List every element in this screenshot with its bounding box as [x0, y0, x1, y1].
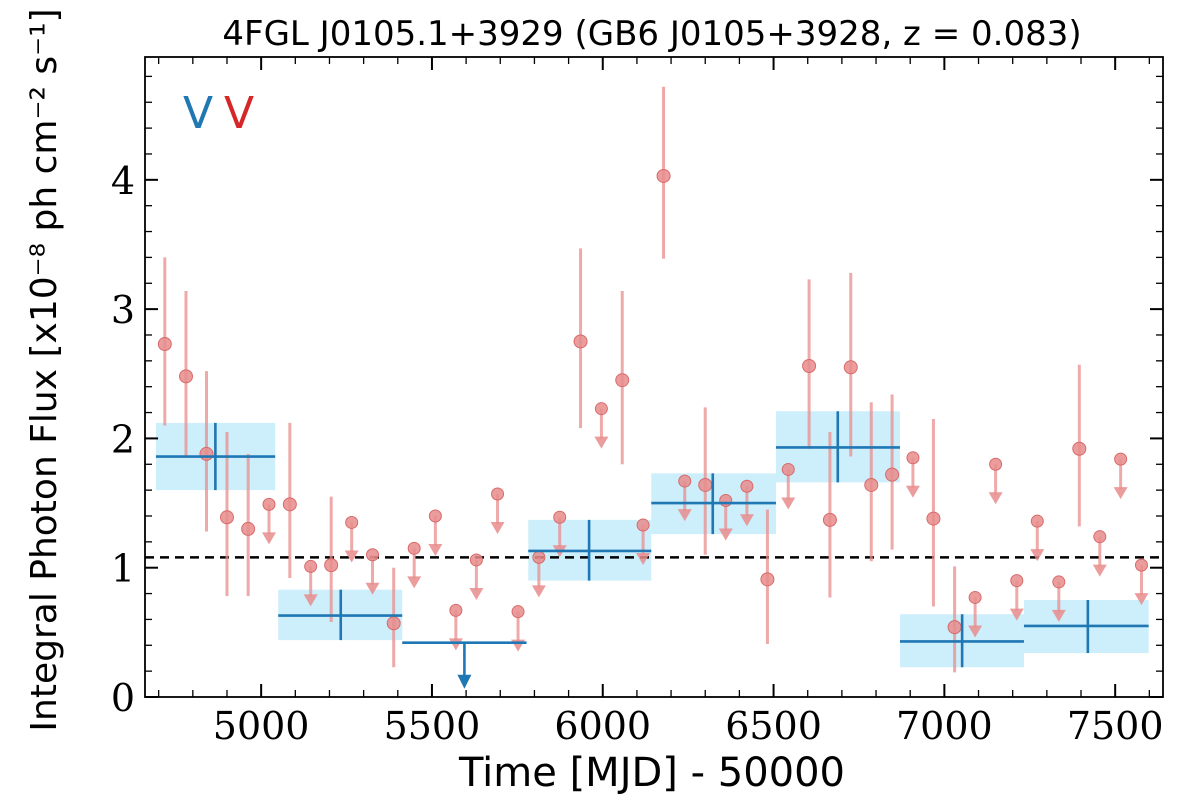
short-bin-limit-point-28	[740, 479, 754, 493]
short-bin-point-44	[1072, 441, 1087, 456]
short-bin-point-22	[615, 373, 630, 388]
x-tick-labels: 5000 5500 6000 6500 7000 7500	[213, 704, 1164, 748]
short-bin-limit-point-40	[989, 457, 1003, 471]
short-bin-limit-arrow-10	[365, 582, 380, 595]
short-bin-limit-arrow-12	[407, 576, 422, 589]
short-bin-limit-arrow-27	[718, 528, 733, 541]
short-bin-limit-point-18	[532, 550, 546, 564]
legend-marker-long-bins: V	[183, 88, 213, 139]
x-tick-label-1: 5500	[384, 704, 481, 748]
legend: V V	[183, 88, 254, 139]
y-tick-label-0: 0	[111, 676, 135, 720]
short-bin-limit-arrow-14	[448, 638, 463, 651]
y-axis-label: Integral Photon Flux [x10⁻⁸ ph cm⁻² s⁻¹]	[24, 8, 65, 731]
short-bin-point-2	[199, 446, 214, 461]
long-bin-points	[155, 411, 1149, 689]
short-bin-limit-arrow-47	[1134, 593, 1149, 606]
long-bin-limit-arrow-2	[457, 674, 472, 689]
short-bin-limit-point-46	[1114, 452, 1128, 466]
short-bin-limit-point-9	[345, 515, 359, 529]
short-bin-limit-point-15	[469, 553, 483, 567]
short-bin-limit-point-39	[968, 590, 982, 604]
short-bin-point-34	[864, 477, 879, 492]
short-bin-limit-point-19	[553, 510, 567, 524]
short-bin-limit-arrow-46	[1113, 487, 1128, 500]
short-bin-limit-point-23	[636, 518, 650, 532]
short-bin-limit-arrow-5	[262, 532, 277, 545]
short-bin-limit-arrow-25	[677, 509, 692, 522]
short-bin-point-29	[760, 572, 775, 587]
axis-ticks	[145, 57, 1163, 698]
short-bin-point-31	[802, 359, 817, 374]
short-bin-limit-arrow-30	[781, 497, 796, 510]
y-tick-label-1: 1	[111, 547, 135, 591]
short-bin-limit-arrow-39	[968, 625, 983, 638]
short-bin-limit-arrow-9	[344, 550, 359, 563]
short-bin-point-35	[885, 467, 900, 482]
short-bin-point-32	[822, 512, 837, 527]
short-bin-limit-arrow-21	[594, 436, 609, 449]
short-bin-limit-arrow-36	[905, 485, 920, 498]
short-bin-limit-arrow-40	[988, 492, 1003, 505]
short-bin-limit-point-27	[719, 493, 733, 507]
short-bin-limit-point-16	[491, 487, 505, 501]
short-bin-point-33	[843, 360, 858, 375]
short-bin-limit-point-14	[449, 603, 463, 617]
short-bin-limit-point-7	[304, 559, 318, 573]
legend-marker-short-bins: V	[224, 88, 254, 139]
y-tick-label-2: 2	[111, 417, 135, 461]
short-bin-limit-point-25	[678, 474, 692, 488]
plot-frame	[144, 56, 1164, 698]
x-tick-label-4: 7000	[896, 704, 993, 748]
x-tick-label-0: 5000	[213, 704, 310, 748]
x-tick-label-5: 7500	[1067, 704, 1164, 748]
y-tick-labels: 0 1 2 3 4	[111, 159, 135, 720]
short-bin-point-11	[386, 616, 401, 631]
short-bin-point-38	[947, 620, 962, 635]
short-bin-limit-arrow-16	[490, 522, 505, 535]
short-bin-limit-arrow-7	[303, 594, 318, 607]
short-bin-limit-point-21	[594, 402, 608, 416]
short-bin-point-24	[656, 168, 671, 183]
chart-title: 4FGL J0105.1+3929 (GB6 J0105+3928, z = 0…	[222, 14, 1081, 54]
short-bin-limit-arrow-18	[531, 585, 546, 598]
short-bin-points	[157, 86, 1149, 673]
short-bin-limit-point-41	[1010, 574, 1024, 588]
short-bin-limit-arrow-43	[1051, 609, 1066, 622]
short-bin-limit-point-12	[407, 541, 421, 555]
short-bin-limit-arrow-28	[739, 514, 754, 527]
short-bin-point-37	[926, 511, 941, 526]
short-bin-point-4	[241, 521, 256, 536]
short-bin-limit-point-45	[1093, 530, 1107, 544]
short-bin-limit-point-43	[1052, 575, 1066, 589]
long-bin-bands	[155, 411, 1149, 668]
short-bin-point-1	[178, 369, 193, 384]
short-bin-point-0	[157, 337, 172, 352]
short-bin-limit-point-13	[428, 509, 442, 523]
short-bin-limit-arrow-41	[1009, 608, 1024, 621]
short-bin-point-8	[324, 558, 339, 573]
short-bin-limit-arrow-13	[428, 543, 443, 556]
short-bin-point-3	[219, 510, 234, 525]
short-bin-limit-point-30	[781, 462, 795, 476]
short-bin-limit-arrow-23	[636, 553, 651, 566]
short-bin-point-26	[698, 477, 713, 492]
short-bin-limit-point-17	[511, 605, 525, 619]
y-tick-label-3: 3	[111, 288, 135, 332]
short-bin-limit-arrow-45	[1092, 564, 1107, 577]
short-bin-limit-point-10	[366, 548, 380, 562]
short-bin-limit-point-47	[1134, 558, 1148, 572]
short-bin-point-6	[282, 497, 297, 512]
short-bin-limit-point-5	[262, 497, 276, 511]
x-axis-label: Time [MJD] - 50000	[458, 750, 845, 796]
x-tick-label-2: 6000	[554, 704, 651, 748]
x-tick-label-3: 6500	[725, 704, 822, 748]
short-bin-limit-arrow-42	[1030, 549, 1045, 562]
short-bin-limit-point-36	[906, 451, 920, 465]
y-tick-label-4: 4	[111, 159, 135, 203]
short-bin-limit-arrow-15	[469, 587, 484, 600]
short-bin-point-20	[573, 334, 588, 349]
short-bin-limit-point-42	[1030, 514, 1044, 528]
